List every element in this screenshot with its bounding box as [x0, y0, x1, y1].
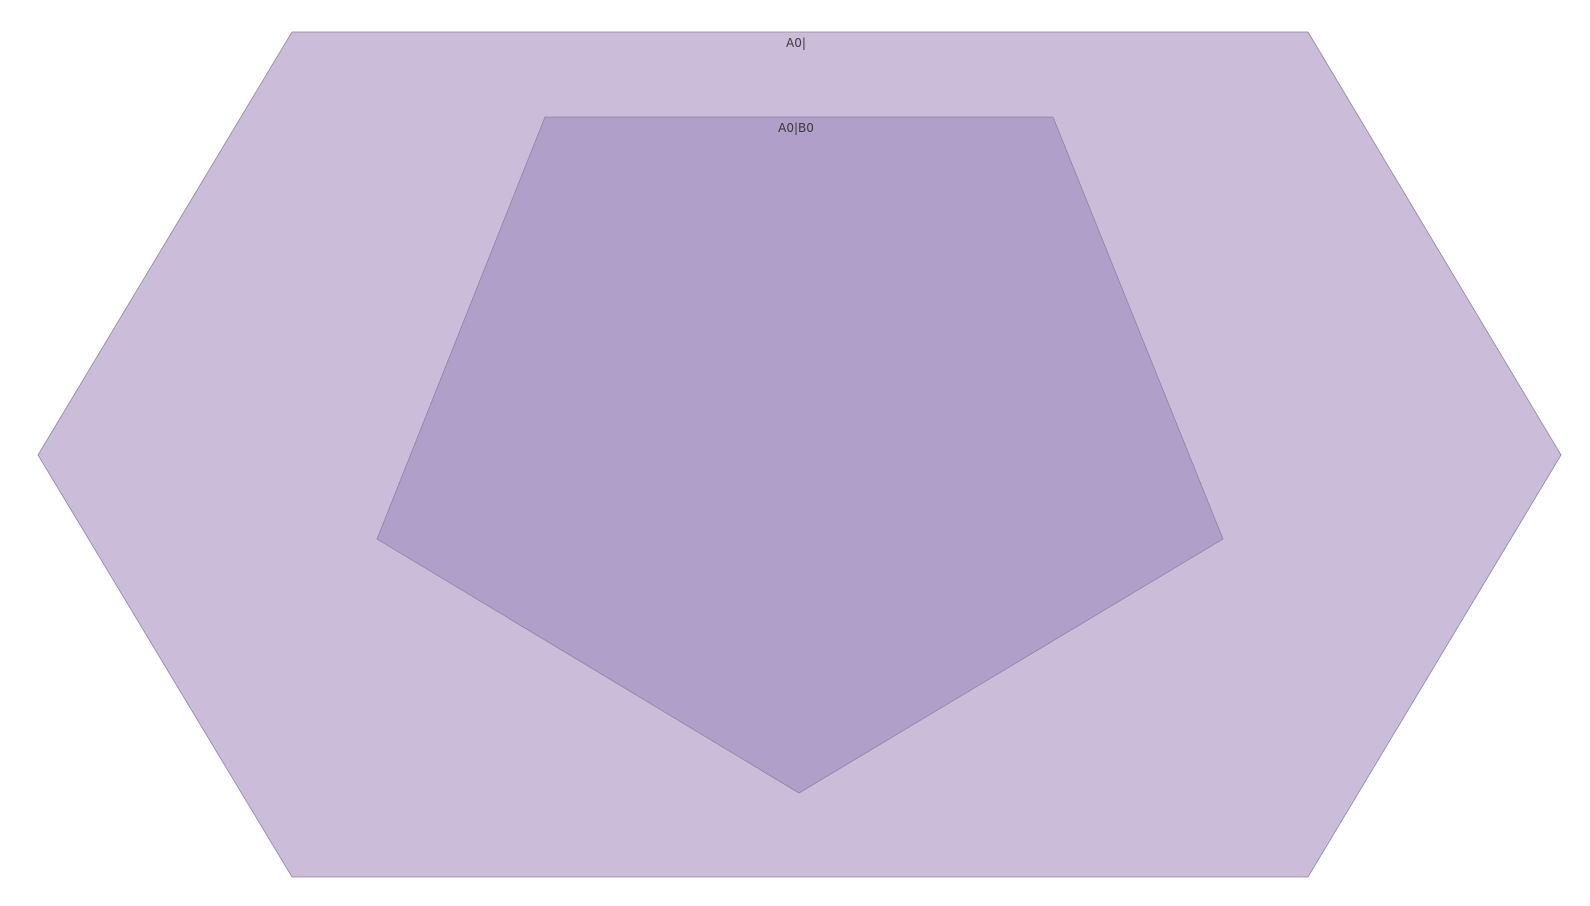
inner-pentagon	[376, 116, 1224, 794]
outer-hexagon-label: A0|	[786, 36, 806, 50]
inner-pentagon-label: A0|B0	[778, 121, 814, 135]
